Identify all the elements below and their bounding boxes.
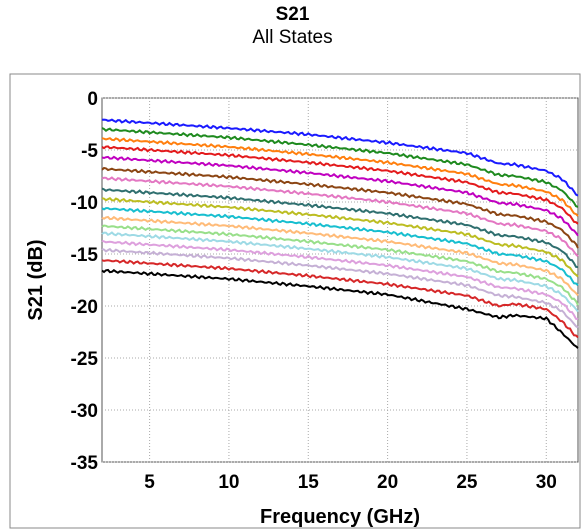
series-line xyxy=(101,207,579,287)
series-line xyxy=(101,127,579,208)
x-tick-label: 20 xyxy=(377,472,398,493)
series-line xyxy=(101,145,579,225)
series-line xyxy=(101,166,579,249)
series-line xyxy=(101,176,579,257)
y-tick-label: -25 xyxy=(71,349,99,370)
x-tick-label: 10 xyxy=(218,472,239,493)
series-line xyxy=(101,231,579,313)
x-tick-label: 30 xyxy=(536,472,557,493)
x-tick-label: 15 xyxy=(298,472,320,493)
y-axis-label: S21 (dB) xyxy=(25,239,47,320)
x-tick-label: 5 xyxy=(144,472,155,493)
chart-subtitle: All States xyxy=(252,27,333,48)
y-tick-label: -10 xyxy=(71,193,98,214)
y-tick-label: -15 xyxy=(71,245,99,266)
series-line xyxy=(101,259,579,339)
series-line xyxy=(101,224,579,306)
series-line xyxy=(101,268,579,349)
series-line xyxy=(101,247,579,329)
series-line xyxy=(101,187,579,269)
series-line xyxy=(101,155,579,237)
x-axis-label: Frequency (GHz) xyxy=(260,506,420,528)
chart-frame xyxy=(9,73,581,529)
y-tick-label: -30 xyxy=(71,401,98,422)
chart-title: S21 xyxy=(275,4,310,25)
y-tick-label: -5 xyxy=(81,141,98,162)
series-line xyxy=(101,196,579,278)
y-tick-label: -20 xyxy=(71,297,98,318)
series-line xyxy=(101,118,579,197)
x-tick-label: 25 xyxy=(456,472,478,493)
series-line xyxy=(101,239,579,321)
y-tick-label: -35 xyxy=(71,453,99,474)
series-line xyxy=(101,215,579,297)
series-line xyxy=(101,137,579,217)
y-tick-label: 0 xyxy=(87,89,98,110)
